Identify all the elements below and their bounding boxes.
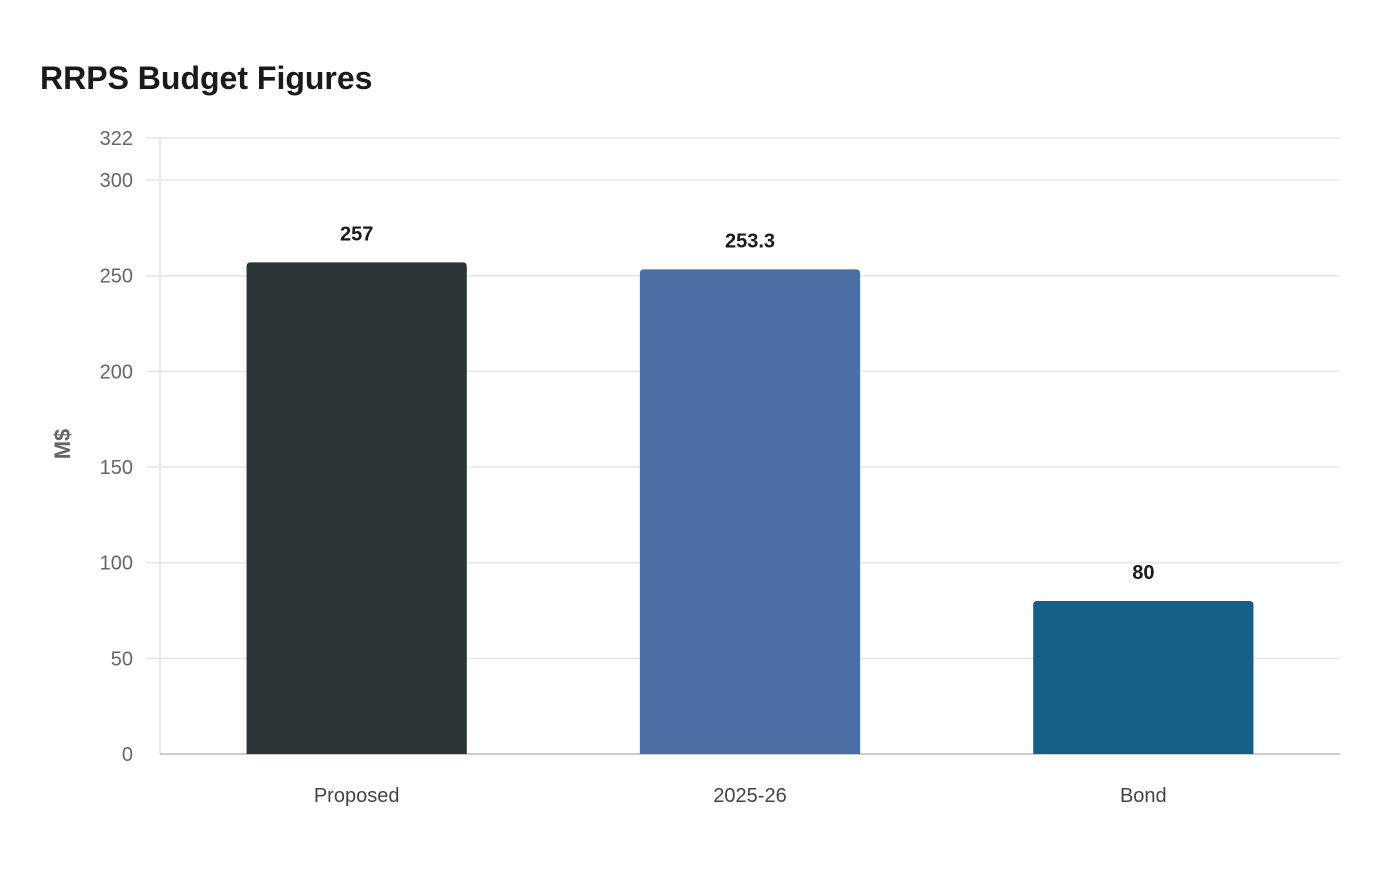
y-tick-label: 50 — [111, 648, 133, 670]
y-tick-label: 100 — [100, 553, 133, 575]
bar-2025-26 — [639, 269, 861, 754]
x-tick-label: Proposed — [314, 785, 400, 807]
bar-bond — [1033, 600, 1254, 754]
x-tick-label: 2025-26 — [713, 785, 786, 807]
value-labels: 257 253.3 80 — [340, 223, 1154, 584]
value-label: 253.3 — [725, 230, 775, 252]
chart-title: RRPS Budget Figures — [40, 60, 373, 96]
y-axis-title: M$ — [50, 429, 75, 460]
y-tick-label: 150 — [100, 457, 133, 479]
y-tick-label: 300 — [100, 170, 133, 192]
y-tick-label: 0 — [122, 744, 133, 766]
bars — [246, 262, 1254, 754]
value-label: 80 — [1132, 562, 1154, 584]
value-label: 257 — [340, 223, 373, 245]
bar-proposed — [246, 262, 467, 754]
x-tick-labels: Proposed 2025-26 Bond — [314, 785, 1167, 807]
y-tick-label: 200 — [100, 361, 133, 383]
y-tick-label: 250 — [100, 266, 133, 288]
y-tick-labels: 0 50 100 150 200 250 300 322 — [100, 128, 133, 766]
y-tick-label: 322 — [100, 128, 133, 150]
x-tick-label: Bond — [1120, 785, 1167, 807]
